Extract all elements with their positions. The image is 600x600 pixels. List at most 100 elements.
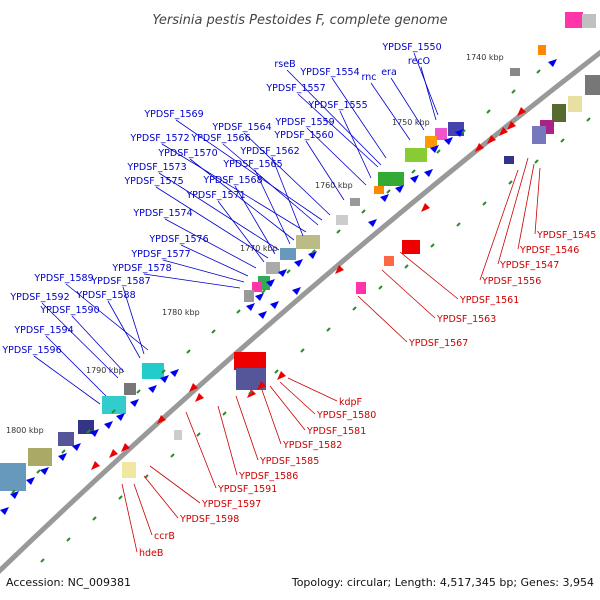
tick-mark [586, 117, 591, 122]
reverse-arrow [517, 107, 526, 116]
feature-block [336, 215, 348, 225]
tick-mark [560, 138, 565, 143]
gene-label: YPDSF_1574 [132, 208, 192, 219]
gene-label: YPDSF_1578 [111, 263, 171, 274]
gene-label: YPDSF_1564 [211, 122, 271, 133]
feature-block [405, 148, 427, 162]
feature-block [532, 126, 546, 144]
gene-leader-line [254, 169, 291, 245]
feature-block [565, 12, 583, 28]
gene-label: hdeB [139, 548, 163, 559]
tick-mark [461, 129, 466, 134]
forward-arrow [26, 477, 35, 485]
forward-arrow [58, 453, 67, 461]
gene-label: YPDSF_1597 [201, 499, 261, 510]
reverse-arrow [109, 449, 118, 458]
tick-mark [436, 149, 441, 154]
gene-label: YPDSF_1570 [157, 148, 217, 159]
tick-mark [508, 180, 513, 185]
feature-block [384, 256, 394, 266]
gene-label: YPDSF_1596 [1, 345, 61, 356]
gene-leader-line [286, 69, 382, 166]
reverse-arrow [475, 143, 484, 152]
reverse-arrows [91, 107, 526, 470]
position-ticks [11, 69, 591, 563]
forward-arrow [246, 303, 255, 311]
gene-leader-line [261, 389, 282, 445]
gene-label: YPDSF_1559 [274, 117, 334, 128]
gene-label: YPDSF_1571 [185, 190, 245, 201]
gene-label: kdpF [339, 397, 362, 408]
gene-leader-line [65, 283, 149, 351]
gene-label: YPDSF_1591 [217, 484, 277, 495]
forward-arrow [116, 413, 125, 421]
tick-mark [248, 390, 253, 395]
gene-label: YPDSF_1557 [265, 83, 325, 94]
gene-leader-line [41, 302, 119, 379]
forward-arrow [278, 269, 287, 277]
forward-arrow [395, 185, 404, 193]
gene-leader-line [235, 395, 259, 461]
feature-block [568, 96, 582, 112]
kbp-label: 1790 kbp [86, 366, 124, 375]
gene-leader-line [158, 172, 280, 251]
tick-mark [534, 159, 539, 164]
topology-label: Topology: circular; Length: 4,517,345 bp… [291, 576, 594, 589]
feature-block [356, 282, 366, 294]
gene-label: YPDSF_1576 [148, 234, 208, 245]
gene-leader-line [217, 200, 265, 263]
gene-label: YPDSF_1590 [39, 305, 99, 316]
gene-label: YPDSF_1581 [306, 426, 366, 437]
forward-arrow [292, 287, 301, 295]
kbp-label: 1750 kbp [392, 118, 430, 127]
gene-label: YPDSF_1575 [123, 176, 183, 187]
reverse-arrow [499, 127, 508, 136]
forward-arrow [170, 369, 179, 377]
gene-label: YPDSF_1560 [273, 130, 333, 141]
gene-label: YPDSF_1561 [459, 295, 519, 306]
gene-label: YPDSF_1588 [75, 290, 135, 301]
gene-label: YPDSF_1589 [33, 273, 93, 284]
feature-block [234, 352, 266, 370]
reverse-arrow [335, 265, 344, 274]
feature-block [244, 290, 254, 302]
gene-label: rseB [274, 59, 295, 70]
gene-leader-line [287, 377, 338, 402]
reverse-arrow [277, 371, 286, 380]
tick-mark [111, 409, 116, 414]
gene-leader-line [162, 259, 245, 283]
feature-block [425, 136, 437, 148]
feature-block [0, 463, 26, 491]
gene-label: YPDSF_1563 [436, 314, 496, 325]
forward-arrow [258, 311, 267, 319]
forward-arrow [10, 491, 19, 499]
map-title: Yersinia pestis Pestoides F, complete ge… [152, 13, 447, 28]
gene-leader-line [155, 186, 269, 259]
tick-mark [311, 249, 316, 254]
gene-leader-line [185, 411, 217, 489]
forward-arrows [0, 59, 557, 515]
gene-label: YPDSF_1580 [316, 410, 376, 421]
forward-arrow [90, 429, 99, 437]
gene-label: YPDSF_1594 [13, 325, 73, 336]
tick-mark [61, 449, 66, 454]
gene-label: YPDSF_1565 [222, 159, 282, 170]
forward-arrow [410, 175, 419, 183]
gene-label: YPDSF_1577 [130, 249, 190, 260]
gene-leader-line [399, 251, 459, 300]
gene-label: era [381, 67, 397, 78]
kbp-label: 1760 kbp [315, 181, 353, 190]
feature-block [28, 448, 52, 466]
forward-arrow [266, 279, 275, 287]
tick-mark [36, 469, 41, 474]
tick-mark [11, 489, 16, 494]
tick-mark [40, 558, 45, 563]
gene-leader-line [149, 465, 201, 504]
gene-label: YPDSF_1567 [408, 338, 468, 349]
forward-arrow [548, 59, 557, 67]
kbp-label: 1770 kbp [240, 244, 278, 253]
reverse-arrow [91, 461, 100, 470]
tick-mark [136, 389, 141, 394]
tick-mark [336, 229, 341, 234]
feature-block [122, 462, 136, 478]
